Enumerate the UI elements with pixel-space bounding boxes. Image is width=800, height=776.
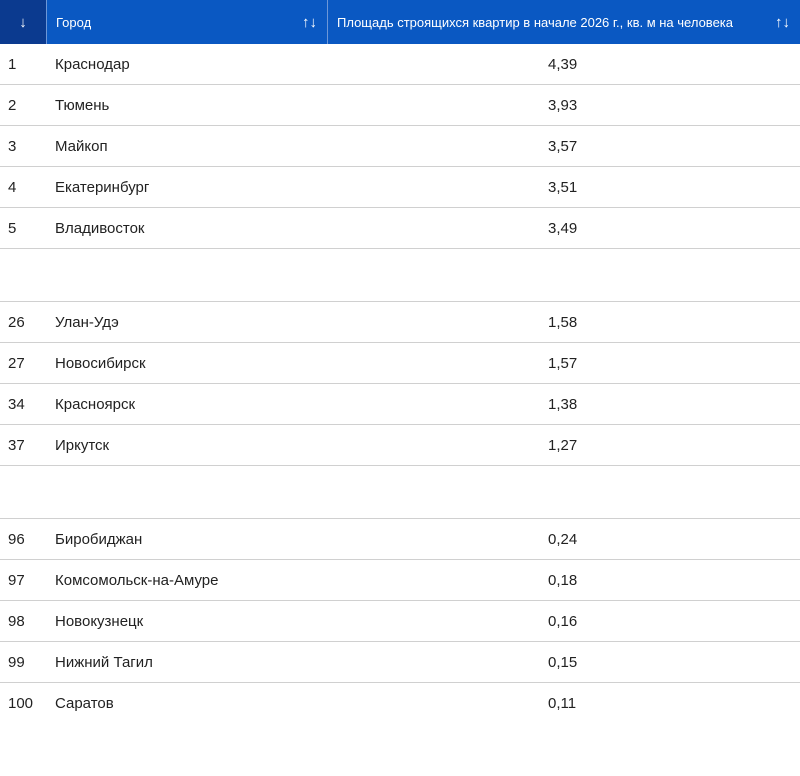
sort-icon[interactable]: ↑↓ [302,13,317,31]
city-cell: Улан-Удэ [55,313,119,331]
rank-cell: 99 [8,653,25,671]
table-row: 2 Тюмень 3,93 [0,85,800,126]
table-row: 26 Улан-Удэ 1,58 [0,302,800,343]
value-cell: 1,58 [548,313,578,331]
rank-cell: 27 [8,354,25,372]
value-cell: 3,51 [548,178,578,196]
table-row: 98 Новокузнецк 0,16 [0,601,800,642]
city-header-label: Город [56,14,92,30]
value-cell: 3,93 [548,96,578,114]
city-cell: Тюмень [55,96,110,114]
table-row: 34 Красноярск 1,38 [0,384,800,425]
rank-cell: 5 [8,219,17,237]
table-row: 97 Комсомольск-на-Амуре 0,18 [0,560,800,601]
sort-icon[interactable]: ↑↓ [775,13,790,31]
table-gap [0,249,800,302]
city-cell: Биробиджан [55,530,143,548]
rank-cell: 3 [8,137,17,155]
city-cell: Новокузнецк [55,612,144,630]
table-row: 37 Иркутск 1,27 [0,425,800,466]
rank-cell: 34 [8,395,25,413]
value-cell: 0,24 [548,530,578,548]
city-cell: Новосибирск [55,354,146,372]
rank-cell: 4 [8,178,17,196]
city-cell: Владивосток [55,219,145,237]
value-cell: 1,38 [548,395,578,413]
rank-cell: 100 [8,694,34,712]
value-cell: 3,49 [548,219,578,237]
city-cell: Комсомольск-на-Амуре [55,571,219,589]
rank-cell: 98 [8,612,25,630]
value-cell: 1,27 [548,436,578,454]
table-row: 4 Екатеринбург 3,51 [0,167,800,208]
value-cell: 3,57 [548,137,578,155]
city-column-header[interactable]: Город ↑↓ [46,0,327,44]
city-cell: Екатеринбург [55,178,150,196]
rank-cell: 1 [8,55,17,73]
table-row: 27 Новосибирск 1,57 [0,343,800,384]
table-row: 3 Майкоп 3,57 [0,126,800,167]
city-cell: Краснодар [55,55,130,73]
value-column-header[interactable]: Площадь строящихся квартир в начале 2026… [327,0,800,44]
arrow-down-icon: ↓ [19,13,27,31]
table-row: 100 Саратов 0,11 [0,683,800,723]
value-cell: 1,57 [548,354,578,372]
rank-cell: 2 [8,96,17,114]
city-cell: Саратов [55,694,114,712]
rank-cell: 37 [8,436,25,454]
city-cell: Красноярск [55,395,136,413]
rank-cell: 97 [8,571,25,589]
table-body: 1 Краснодар 4,39 2 Тюмень 3,93 3 Майкоп 3,57 4 Ека… [0,44,800,723]
value-cell: 0,16 [548,612,578,630]
table-header: ↓ Город ↑↓ Площадь строящихся квартир в н… [0,0,800,44]
rank-cell: 26 [8,313,25,331]
value-cell: 0,15 [548,653,578,671]
value-cell: 0,11 [548,694,577,712]
value-cell: 4,39 [548,55,578,73]
table-gap [0,466,800,519]
table-row: 96 Биробиджан 0,24 [0,519,800,560]
table-row: 1 Краснодар 4,39 [0,44,800,85]
value-header-label: Площадь строящихся квартир в начале 2026… [337,14,734,30]
rank-sort-button[interactable]: ↓ [0,0,46,44]
table-row: 99 Нижний Тагил 0,15 [0,642,800,683]
city-cell: Нижний Тагил [55,653,153,671]
rank-cell: 96 [8,530,25,548]
city-cell: Майкоп [55,137,108,155]
value-cell: 0,18 [548,571,578,589]
table-row: 5 Владивосток 3,49 [0,208,800,249]
city-cell: Иркутск [55,436,110,454]
